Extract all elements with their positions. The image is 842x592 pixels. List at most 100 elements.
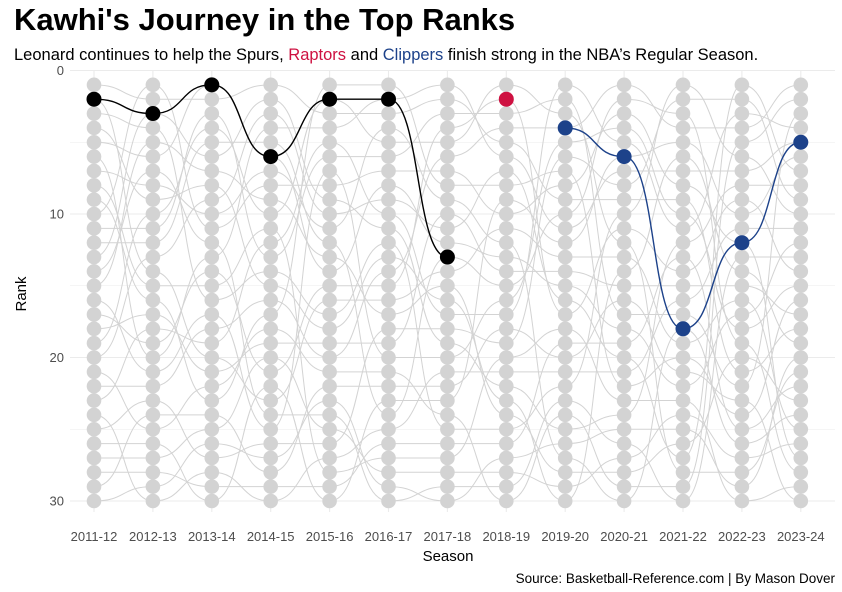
background-point xyxy=(263,120,279,136)
background-point xyxy=(499,149,514,164)
background-point xyxy=(793,350,809,365)
background-point xyxy=(204,479,220,494)
background-point xyxy=(734,149,750,164)
background-point xyxy=(86,149,102,164)
background-point xyxy=(204,264,220,279)
background-line xyxy=(682,428,742,488)
background-point xyxy=(322,134,337,150)
background-line xyxy=(624,357,684,459)
background-point xyxy=(204,321,220,337)
background-point xyxy=(381,393,396,408)
background-line xyxy=(741,84,801,172)
background-point xyxy=(616,91,632,107)
background-point xyxy=(499,120,514,136)
background-line xyxy=(741,242,801,315)
background-line xyxy=(624,357,684,387)
background-line xyxy=(388,113,448,158)
background-point xyxy=(440,292,455,308)
background-point xyxy=(440,364,455,380)
background-line xyxy=(211,127,271,258)
background-line xyxy=(270,299,330,402)
background-line xyxy=(565,213,625,387)
background-point xyxy=(263,264,279,279)
background-line xyxy=(93,127,153,201)
background-point xyxy=(675,134,691,150)
background-point xyxy=(616,364,632,380)
background-point xyxy=(793,278,809,294)
background-point xyxy=(557,350,573,365)
background-point xyxy=(675,235,691,250)
background-line xyxy=(741,414,801,445)
background-point xyxy=(322,264,337,279)
background-point xyxy=(734,465,750,480)
background-line xyxy=(447,170,507,215)
series-line-clippers xyxy=(623,155,684,330)
background-point xyxy=(499,378,514,394)
background-point xyxy=(322,378,337,394)
background-point xyxy=(86,307,102,322)
background-point xyxy=(734,479,750,494)
background-point xyxy=(793,479,809,494)
background-point xyxy=(263,235,279,250)
background-point xyxy=(322,307,337,322)
background-point xyxy=(557,321,573,337)
background-point xyxy=(734,278,750,294)
background-line xyxy=(152,385,212,430)
background-point xyxy=(204,465,220,480)
background-point xyxy=(616,249,632,265)
background-line xyxy=(624,156,684,272)
background-line xyxy=(741,486,801,502)
background-line xyxy=(565,156,625,186)
background-point xyxy=(86,264,102,279)
background-point xyxy=(557,192,573,207)
background-line xyxy=(329,242,389,315)
background-point xyxy=(204,149,220,164)
background-line xyxy=(682,357,742,445)
background-line xyxy=(270,285,330,330)
background-line xyxy=(152,127,212,301)
data-point-spurs xyxy=(86,91,102,107)
chart-caption: Source: Basketball-Reference.com | By Ma… xyxy=(515,571,835,586)
background-line xyxy=(93,199,153,301)
background-point xyxy=(86,77,102,93)
background-point xyxy=(499,134,514,150)
background-point xyxy=(263,192,279,207)
data-point-spurs xyxy=(204,77,220,93)
background-point xyxy=(322,221,337,236)
background-point xyxy=(793,436,809,451)
background-line xyxy=(329,256,389,330)
background-line xyxy=(152,400,212,459)
background-point xyxy=(675,120,691,136)
background-point xyxy=(675,292,691,308)
x-tick-label: 2020-21 xyxy=(600,529,648,544)
background-line xyxy=(211,184,271,229)
background-point xyxy=(381,178,396,193)
background-point xyxy=(734,307,750,322)
subtitle-text-middle: and xyxy=(346,46,383,64)
background-point xyxy=(204,307,220,322)
background-point xyxy=(499,307,514,322)
background-point xyxy=(675,307,691,322)
background-point xyxy=(793,77,809,93)
y-tick-label: 0 xyxy=(57,63,64,78)
background-point xyxy=(557,493,573,509)
background-point xyxy=(675,335,691,351)
background-point xyxy=(145,264,161,279)
background-point xyxy=(557,378,573,394)
background-point xyxy=(616,393,632,408)
background-point xyxy=(263,206,279,222)
background-point xyxy=(86,321,102,337)
background-line xyxy=(93,313,153,344)
background-point xyxy=(381,335,396,351)
background-point xyxy=(322,465,337,480)
background-point xyxy=(381,120,396,136)
x-tick-label: 2022-23 xyxy=(718,529,766,544)
background-point xyxy=(322,321,337,337)
background-line xyxy=(447,299,507,358)
background-point xyxy=(557,421,573,437)
background-line xyxy=(152,471,212,502)
background-point xyxy=(86,378,102,394)
background-point xyxy=(675,278,691,294)
background-line xyxy=(682,141,742,215)
